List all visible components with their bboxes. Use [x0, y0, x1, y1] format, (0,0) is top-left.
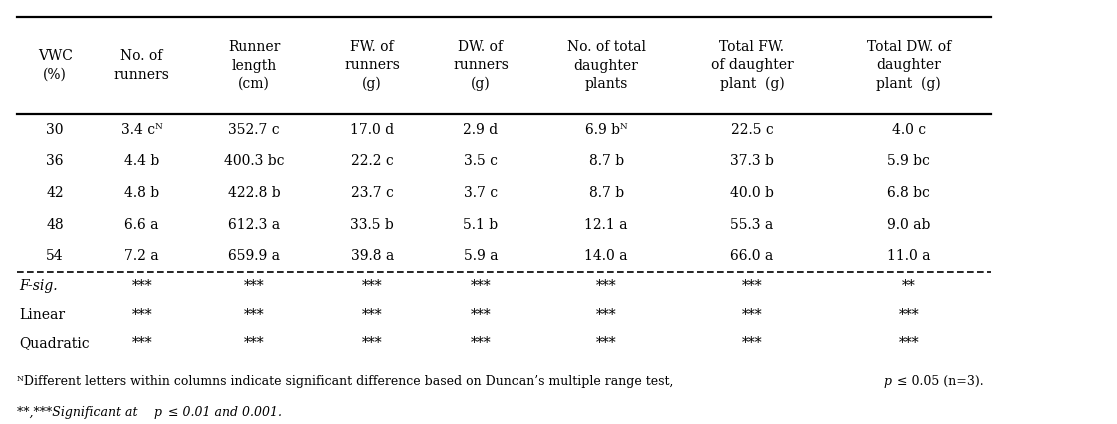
Text: ***: *** [742, 308, 762, 322]
Text: Quadratic: Quadratic [20, 336, 90, 350]
Text: ≤ 0.05 (n=3).: ≤ 0.05 (n=3). [894, 375, 984, 388]
Text: DW. of
runners
(g): DW. of runners (g) [454, 40, 509, 91]
Text: **,***Significant at: **,***Significant at [18, 406, 146, 419]
Text: ***: *** [470, 279, 491, 293]
Text: Total DW. of
daughter
plant  (g): Total DW. of daughter plant (g) [867, 40, 951, 91]
Text: No. of total
daughter
plants: No. of total daughter plants [566, 40, 646, 91]
Text: 54: 54 [46, 249, 64, 263]
Text: ***: *** [244, 336, 265, 350]
Text: 5.1 b: 5.1 b [464, 218, 498, 232]
Text: **: ** [901, 279, 916, 293]
Text: ***: *** [244, 279, 265, 293]
Text: 612.3 a: 612.3 a [228, 218, 280, 232]
Text: ***: *** [132, 308, 152, 322]
Text: F-sig.: F-sig. [20, 279, 58, 293]
Text: 23.7 c: 23.7 c [351, 186, 393, 200]
Text: 7.2 a: 7.2 a [124, 249, 159, 263]
Text: ***: *** [595, 336, 617, 350]
Text: ᴺDifferent letters within columns indicate significant difference based on Dunca: ᴺDifferent letters within columns indica… [18, 375, 681, 388]
Text: ***: *** [898, 336, 919, 350]
Text: 2.9 d: 2.9 d [464, 123, 498, 137]
Text: 40.0 b: 40.0 b [731, 186, 774, 200]
Text: p: p [884, 375, 891, 388]
Text: ***: *** [742, 336, 762, 350]
Text: ***: *** [595, 308, 617, 322]
Text: 11.0 a: 11.0 a [887, 249, 930, 263]
Text: ***: *** [244, 308, 265, 322]
Text: 352.7 c: 352.7 c [228, 123, 280, 137]
Text: 22.5 c: 22.5 c [731, 123, 773, 137]
Text: ***: *** [132, 336, 152, 350]
Text: 400.3 bc: 400.3 bc [223, 154, 285, 168]
Text: ***: *** [742, 279, 762, 293]
Text: 33.5 b: 33.5 b [351, 218, 394, 232]
Text: Total FW.
of daughter
plant  (g): Total FW. of daughter plant (g) [710, 40, 793, 91]
Text: No. of
runners: No. of runners [114, 49, 170, 82]
Text: 3.4 cᴺ: 3.4 cᴺ [121, 123, 162, 137]
Text: Linear: Linear [20, 308, 66, 322]
Text: 422.8 b: 422.8 b [228, 186, 280, 200]
Text: 17.0 d: 17.0 d [351, 123, 394, 137]
Text: 30: 30 [47, 123, 64, 137]
Text: FW. of
runners
(g): FW. of runners (g) [344, 40, 400, 91]
Text: 55.3 a: 55.3 a [731, 218, 774, 232]
Text: ***: *** [470, 308, 491, 322]
Text: 5.9 a: 5.9 a [464, 249, 498, 263]
Text: 39.8 a: 39.8 a [351, 249, 394, 263]
Text: 6.6 a: 6.6 a [124, 218, 159, 232]
Text: Runner
length
(cm): Runner length (cm) [228, 40, 280, 91]
Text: ***: *** [362, 308, 382, 322]
Text: ≤ 0.01 and 0.001.: ≤ 0.01 and 0.001. [164, 406, 281, 419]
Text: 659.9 a: 659.9 a [228, 249, 280, 263]
Text: 4.4 b: 4.4 b [124, 154, 160, 168]
Text: 12.1 a: 12.1 a [584, 218, 628, 232]
Text: 8.7 b: 8.7 b [589, 186, 623, 200]
Text: 48: 48 [46, 218, 64, 232]
Text: 66.0 a: 66.0 a [731, 249, 774, 263]
Text: 4.8 b: 4.8 b [124, 186, 160, 200]
Text: ***: *** [898, 308, 919, 322]
Text: ***: *** [595, 279, 617, 293]
Text: 42: 42 [46, 186, 64, 200]
Text: 9.0 ab: 9.0 ab [887, 218, 930, 232]
Text: ***: *** [470, 336, 491, 350]
Text: ***: *** [362, 279, 382, 293]
Text: 5.9 bc: 5.9 bc [887, 154, 930, 168]
Text: 3.5 c: 3.5 c [464, 154, 498, 168]
Text: ***: *** [362, 336, 382, 350]
Text: 22.2 c: 22.2 c [351, 154, 393, 168]
Text: 37.3 b: 37.3 b [731, 154, 774, 168]
Text: p: p [154, 406, 162, 419]
Text: 4.0 c: 4.0 c [891, 123, 926, 137]
Text: 14.0 a: 14.0 a [584, 249, 628, 263]
Text: 3.7 c: 3.7 c [464, 186, 498, 200]
Text: 6.8 bc: 6.8 bc [887, 186, 930, 200]
Text: 6.9 bᴺ: 6.9 bᴺ [585, 123, 628, 137]
Text: ***: *** [132, 279, 152, 293]
Text: 8.7 b: 8.7 b [589, 154, 623, 168]
Text: 36: 36 [47, 154, 64, 168]
Text: VWC
(%): VWC (%) [38, 49, 73, 82]
